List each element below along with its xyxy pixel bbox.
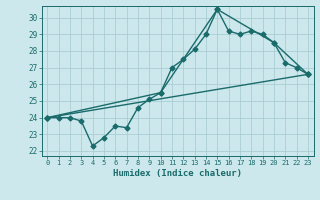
X-axis label: Humidex (Indice chaleur): Humidex (Indice chaleur) (113, 169, 242, 178)
